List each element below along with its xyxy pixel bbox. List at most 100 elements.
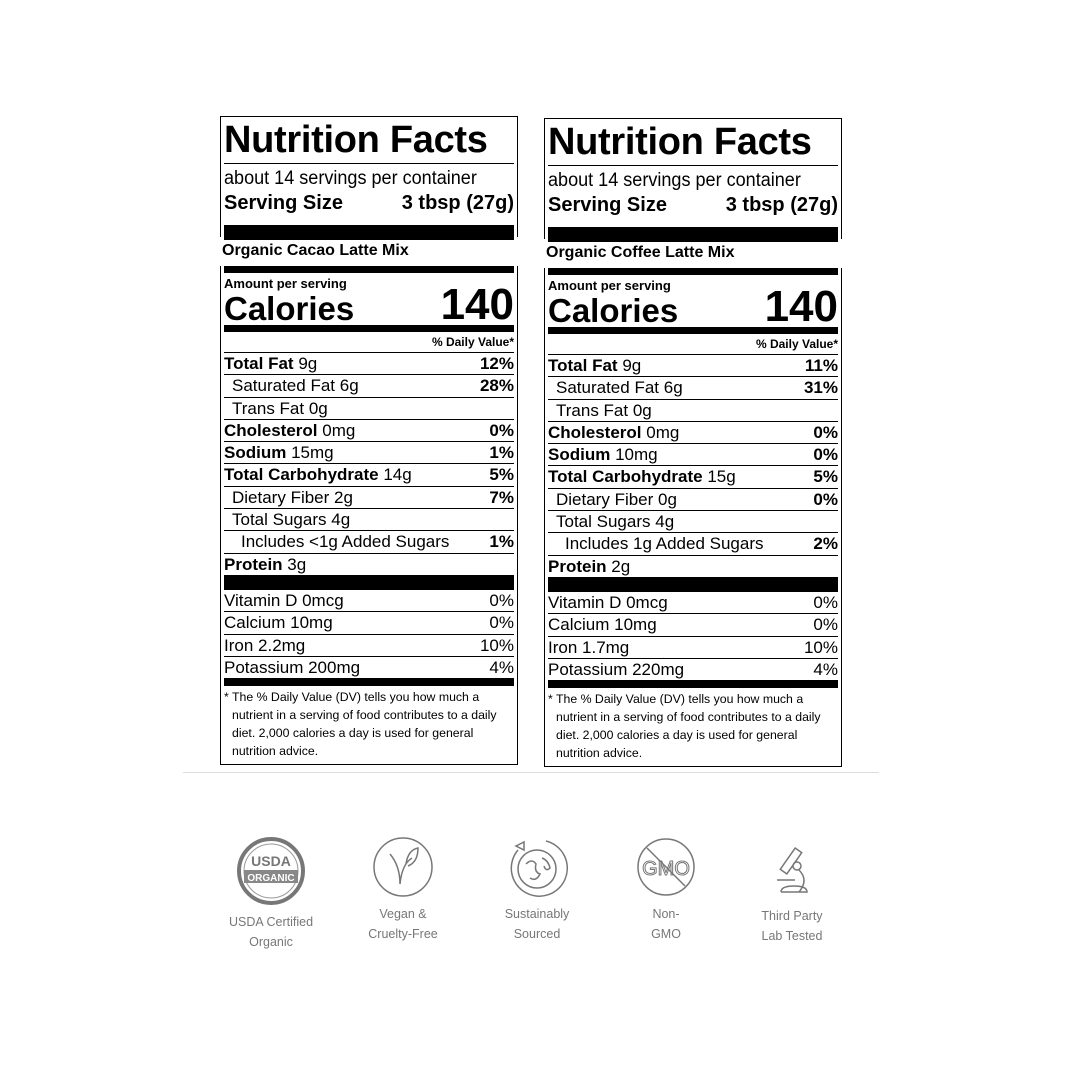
nutrient-amount: 4g	[331, 510, 351, 530]
nutrient-name: Cholesterol	[548, 422, 642, 442]
badge-line1: Non-	[652, 907, 680, 921]
vitamin-row: Iron 2.2mg 10%	[224, 635, 514, 657]
nutrient-amount: 4g	[655, 512, 675, 532]
nutrient-name: Protein	[224, 554, 283, 574]
calories-row: Calories 140	[224, 283, 514, 332]
nutrient-name: Sodium	[224, 443, 287, 463]
nutrient-row: Total Fat 9g 12%	[224, 353, 514, 376]
nutrient-name: Saturated Fat	[232, 376, 336, 396]
vitamin-row: Calcium 10mg 0%	[548, 614, 838, 637]
vitamin-dv: 4%	[813, 659, 838, 679]
thick-rule	[224, 266, 514, 273]
nutrient-name: Saturated Fat	[556, 378, 660, 398]
divider	[183, 772, 879, 773]
serving-size: Serving Size 3 tbsp (27g)	[224, 191, 514, 215]
nutrient-dv: 1%	[489, 443, 514, 463]
nutrient-dv: 5%	[489, 465, 514, 485]
product-name: Organic Cacao Latte Mix	[222, 242, 409, 259]
vitamin-name: Vitamin D 0mcg	[548, 592, 668, 612]
nutrient-row: Total Sugars 4g	[224, 509, 514, 532]
thick-rule	[224, 225, 514, 240]
servings-per-container: about 14 servings per container	[548, 170, 801, 191]
calories-label: Calories	[548, 292, 679, 329]
nutrient-amount: 2g	[334, 487, 353, 507]
thick-rule	[548, 681, 838, 689]
vitamin-dv: 0%	[489, 613, 514, 633]
nutrient-dv: 0%	[489, 420, 514, 440]
serving-size-label: Serving Size	[548, 194, 667, 216]
amount-per-serving: Amount per serving	[224, 276, 347, 291]
nutrient-dv: 5%	[813, 467, 838, 487]
thick-rule	[548, 268, 838, 275]
calories-value: 140	[764, 282, 838, 331]
vitamin-name: Iron 1.7mg	[548, 637, 630, 657]
nutrient-name: Total Sugars	[232, 510, 327, 530]
nutrient-amount: 6g	[663, 378, 683, 398]
footnote: * The % Daily Value (DV) tells you how m…	[224, 690, 497, 759]
nutrient-amount: 0mg	[322, 420, 356, 440]
nutrient-row: Dietary Fiber 0g 0%	[548, 489, 838, 512]
nutrient-dv: 2%	[813, 534, 838, 554]
svg-text:USDA: USDA	[251, 853, 291, 869]
vitamin-name: Potassium 220mg	[548, 659, 685, 679]
vitamin-dv: 4%	[489, 657, 514, 677]
nutrient-dv: 7%	[489, 487, 514, 507]
nutrient-amount: 9g	[298, 354, 318, 373]
servings-per-container: about 14 servings per container	[224, 168, 477, 189]
nutrient-name: Total Fat	[548, 356, 618, 375]
nutrient-name: Dietary Fiber	[232, 487, 330, 507]
nutrient-row: Protein 2g	[548, 556, 838, 578]
vitamin-row: Vitamin D 0mcg 0%	[548, 592, 838, 615]
vitamin-dv: 10%	[479, 635, 514, 655]
nutrient-name: Trans Fat	[232, 398, 305, 418]
serving-size-value: 3 tbsp (27g)	[725, 194, 838, 216]
thick-rule	[548, 577, 838, 592]
nutrient-name: Dietary Fiber	[556, 489, 654, 509]
microscope-icon	[722, 840, 862, 900]
nutrient-row: Trans Fat 0g	[224, 398, 514, 420]
usda-organic-icon: USDA ORGANIC	[201, 836, 341, 906]
nutrient-amount: 2g	[611, 556, 631, 576]
nutrient-row: Sodium 10mg 0%	[548, 444, 838, 467]
nutrient-row: Total Sugars 4g	[548, 511, 838, 534]
nutrient-amount: 14g	[383, 465, 412, 485]
nutrient-amount: 15mg	[291, 443, 334, 463]
badge-line1: Third Party	[761, 909, 823, 923]
vitamin-dv: 10%	[803, 637, 838, 657]
nutrient-amount: 0g	[308, 398, 328, 418]
badge-microscope: Third Party Lab Tested	[722, 840, 862, 946]
vitamin-dv: 0%	[813, 615, 838, 635]
vitamin-name: Calcium 10mg	[224, 613, 333, 633]
nutrient-dv: 0%	[813, 489, 838, 509]
nutrient-row: Total Fat 9g 11%	[548, 355, 838, 378]
serving-size-label: Serving Size	[224, 192, 343, 214]
badge-line2: GMO	[651, 927, 681, 941]
vitamin-name: Iron 2.2mg	[224, 635, 306, 655]
nutrient-name: Total Carbohydrate	[224, 465, 379, 485]
calories-value: 140	[440, 280, 514, 329]
nutrient-amount: 9g	[622, 356, 642, 375]
badge-line2: Sourced	[513, 927, 561, 941]
nutrient-row: Sodium 15mg 1%	[224, 442, 514, 465]
nutrient-row: Saturated Fat 6g 28%	[224, 375, 514, 398]
nutrient-amount: 10mg	[615, 445, 658, 465]
daily-value-header: % Daily Value*	[548, 334, 838, 355]
badge-line1: Vegan &	[379, 907, 427, 921]
badge-line2: Cruelty-Free	[368, 927, 438, 941]
calories-label: Calories	[224, 290, 355, 327]
nutrition-label: Nutrition Facts about 14 servings per co…	[220, 116, 518, 766]
vitamin-row: Calcium 10mg 0%	[224, 612, 514, 635]
nutrient-dv: 1%	[489, 532, 514, 552]
nutrient-amount: 0g	[632, 400, 652, 420]
badge-vegan-leaf: Vegan & Cruelty-Free	[333, 836, 473, 944]
nutrient-name: Sodium	[548, 445, 611, 465]
daily-value-header: % Daily Value*	[224, 332, 514, 353]
label-title: Nutrition Facts	[548, 119, 838, 166]
vitamin-dv: 0%	[813, 592, 838, 612]
label-title: Nutrition Facts	[224, 117, 514, 164]
nutrient-row: Cholesterol 0mg 0%	[224, 420, 514, 443]
vitamin-row: Vitamin D 0mcg 0%	[224, 590, 514, 613]
globe-icon	[467, 836, 607, 898]
nutrient-dv: 12%	[479, 354, 514, 373]
nutrient-dv: 11%	[804, 356, 838, 375]
